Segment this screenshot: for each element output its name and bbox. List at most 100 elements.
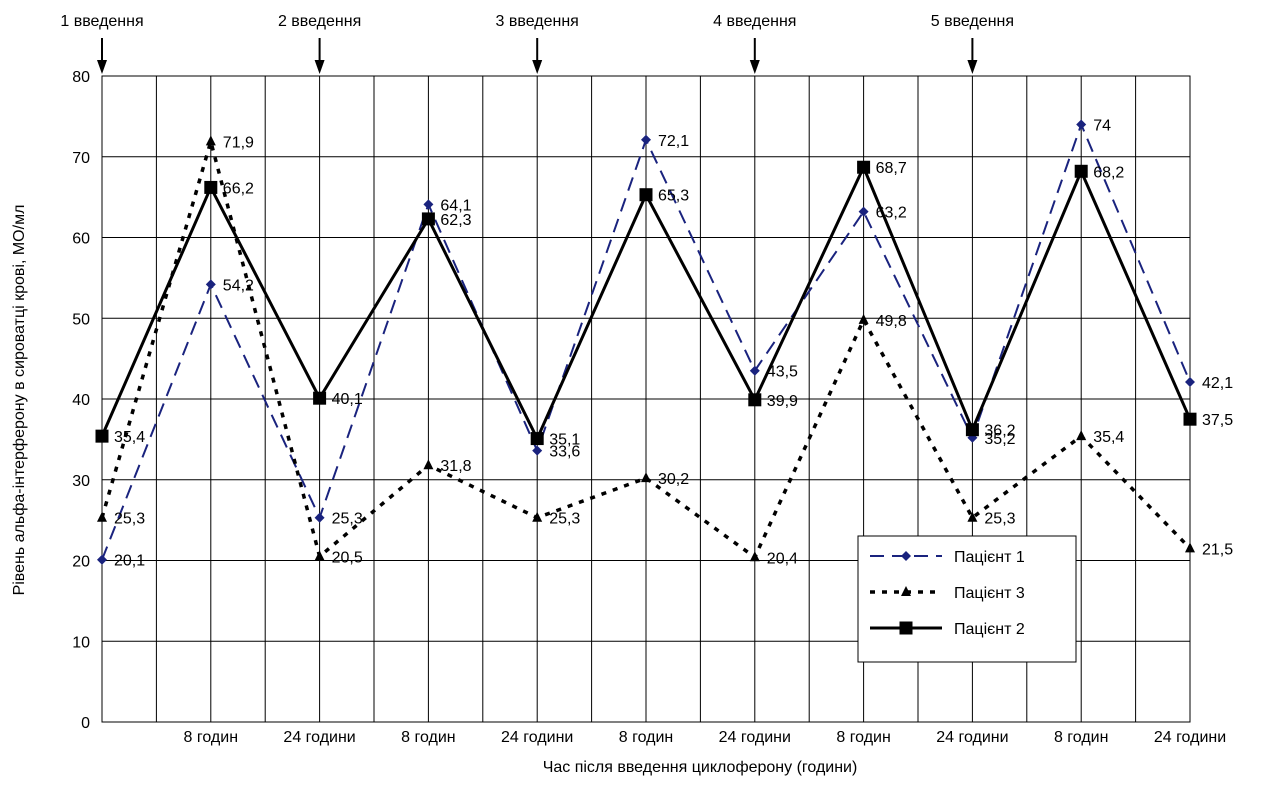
data-point-triangle	[205, 135, 216, 146]
data-label: 68,7	[876, 160, 907, 177]
data-point-square	[748, 393, 762, 407]
data-point-triangle	[423, 459, 434, 470]
data-point-triangle	[1076, 430, 1087, 441]
data-label: 20,1	[114, 553, 145, 570]
data-label: 68,2	[1093, 164, 1124, 181]
data-label: 25,3	[114, 511, 145, 528]
x-tick-label: 8 годин	[619, 729, 673, 746]
data-point-triangle	[97, 511, 107, 522]
x-tick-label: 8 годин	[184, 729, 238, 746]
data-point-diamond	[423, 199, 434, 210]
injection-label: 3 введення	[496, 13, 579, 30]
y-tick-label: 70	[72, 150, 90, 167]
injection-label: 2 введення	[278, 13, 361, 30]
data-point-diamond	[858, 206, 869, 217]
x-axis-title: Час після введення циклоферону (години)	[543, 759, 858, 776]
data-label: 36,2	[984, 423, 1015, 440]
injection-markers: 1 введення 2 введення 3 введення 4 введення…	[60, 13, 1014, 74]
data-label: 64,1	[440, 197, 471, 214]
data-label: 25,3	[332, 511, 363, 528]
y-tick-label: 40	[72, 392, 90, 409]
data-label: 35,1	[549, 432, 580, 449]
data-point-diamond	[314, 512, 325, 523]
data-label: 63,2	[876, 205, 907, 222]
injection-arrow-head	[532, 60, 543, 74]
data-label: 21,5	[1202, 541, 1233, 558]
data-label: 35,4	[1093, 429, 1124, 446]
data-label: 39,9	[767, 393, 798, 410]
data-point-diamond	[97, 554, 107, 565]
data-label: 33,6	[549, 444, 580, 461]
x-tick-label: 24 години	[283, 729, 355, 746]
y-tick-label: 0	[81, 715, 90, 732]
data-label: 49,8	[876, 313, 907, 330]
data-point-triangle	[641, 472, 651, 483]
y-tick-label: 60	[72, 231, 90, 248]
injection-arrow-head	[749, 60, 760, 74]
injection-arrow-head	[97, 60, 107, 74]
data-point-triangle	[314, 550, 325, 561]
y-tick-label: 10	[72, 634, 90, 651]
data-point-square	[857, 160, 871, 174]
injection-arrow-head	[314, 60, 325, 74]
data-point-diamond	[205, 279, 216, 290]
data-label: 20,5	[332, 549, 363, 566]
data-point-diamond	[1076, 119, 1087, 130]
data-point-square	[530, 432, 544, 446]
data-point-diamond	[749, 365, 760, 376]
legend-label: Пацієнт 3	[954, 585, 1025, 602]
data-point-triangle	[858, 313, 869, 324]
data-point-triangle	[1185, 542, 1195, 553]
data-point-diamond	[532, 445, 543, 456]
data-point-square	[639, 188, 653, 202]
data-label: 35,4	[114, 429, 145, 446]
data-label: 37,5	[1202, 412, 1233, 429]
data-point-square	[204, 180, 218, 194]
data-label: 25,3	[549, 511, 580, 528]
data-label: 31,8	[440, 458, 471, 475]
y-tick-label: 80	[72, 69, 90, 86]
data-label: 43,5	[767, 364, 798, 381]
data-point-square	[899, 621, 913, 635]
data-point-square	[95, 429, 109, 443]
data-label: 54,2	[223, 277, 254, 294]
axes: 0 10 20 30 40 50 60 70 80 8 годин 24 години 8 годин…	[72, 69, 1226, 746]
x-tick-label: 8 годин	[836, 729, 890, 746]
data-point-triangle	[749, 551, 760, 562]
data-labels: 20,1 54,2 25,3 64,1 33,6 72,1 43,5 63,2 35,2 74 42…	[114, 117, 1233, 569]
data-point-triangle	[967, 511, 978, 522]
data-point-square	[1074, 164, 1088, 178]
data-point-square	[421, 212, 435, 226]
injection-arrow-head	[967, 60, 978, 74]
data-label: 62,3	[440, 212, 471, 229]
x-tick-label: 24 години	[501, 729, 573, 746]
data-point-square	[965, 423, 979, 437]
x-tick-label: 8 годин	[1054, 729, 1108, 746]
series-lines	[95, 119, 1197, 565]
data-label: 65,3	[658, 188, 689, 205]
injection-label: 4 введення	[713, 13, 796, 30]
data-point-triangle	[901, 586, 911, 596]
data-label: 42,1	[1202, 375, 1233, 392]
data-label: 25,3	[984, 511, 1015, 528]
x-tick-label: 24 години	[719, 729, 791, 746]
x-tick-label: 8 годин	[401, 729, 455, 746]
injection-label: 1 введення	[60, 13, 143, 30]
y-tick-label: 30	[72, 473, 90, 490]
y-tick-label: 20	[72, 554, 90, 571]
y-tick-label: 50	[72, 311, 90, 328]
y-axis-title: Рівень альфа-інтерферону в сироватці кро…	[11, 205, 28, 596]
legend-label: Пацієнт 2	[954, 621, 1025, 638]
injection-label: 5 введення	[931, 13, 1014, 30]
data-point-diamond	[641, 134, 651, 145]
plot-frame	[101, 75, 1191, 723]
data-label: 20,4	[767, 550, 798, 567]
legend: Пацієнт 1 Пацієнт 3 Пацієнт 2	[857, 535, 1077, 663]
data-point-square	[1183, 412, 1197, 426]
data-label: 74	[1093, 117, 1111, 134]
data-point-triangle	[532, 511, 543, 522]
x-tick-label: 24 години	[936, 729, 1008, 746]
data-label: 40,1	[332, 391, 363, 408]
